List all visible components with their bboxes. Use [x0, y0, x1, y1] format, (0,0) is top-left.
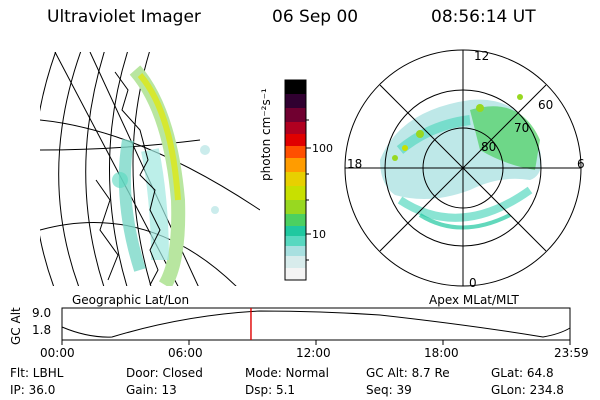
- mlt-0-label: 0: [469, 276, 477, 290]
- date-label: 06 Sep 00: [272, 7, 359, 27]
- ip-label: IP: 36.0: [10, 383, 56, 397]
- x-tick-2: 12:00: [296, 346, 331, 360]
- mlt-6-label: 6: [577, 157, 585, 171]
- x-tick-3: 18:00: [424, 346, 459, 360]
- mlt-18-label: 18: [347, 157, 363, 171]
- mlt-12-label: 12: [474, 49, 490, 63]
- glat-label: GLat: 64.8: [491, 366, 554, 380]
- altitude-ylabel: GC Alt: [9, 307, 23, 345]
- altitude-y-low: 1.8: [32, 323, 52, 337]
- geographic-map: [40, 52, 260, 286]
- apex-panel-label: Apex MLat/MLT: [429, 293, 519, 307]
- mlat-70-label: 70: [514, 121, 530, 135]
- filter-label: Flt: LBHL: [10, 366, 64, 380]
- gc-alt-label: GC Alt: 8.7 Re: [366, 366, 450, 380]
- seq-label: Seq: 39: [366, 383, 412, 397]
- colorbar: [284, 79, 311, 281]
- gain-label: Gain: 13: [126, 383, 177, 397]
- door-label: Door: Closed: [126, 366, 203, 380]
- x-tick-1: 06:00: [168, 346, 203, 360]
- instrument-title: Ultraviolet Imager: [47, 7, 201, 27]
- polar-plot: [344, 49, 582, 287]
- mode-label: Mode: Normal: [245, 366, 329, 380]
- aurora-oval: [112, 65, 219, 286]
- colorbar-tick-100: 100: [312, 142, 333, 155]
- mlat-60-label: 60: [538, 98, 554, 112]
- colorbar-tick-10: 10: [312, 228, 326, 241]
- x-tick-4: 23:59: [554, 346, 589, 360]
- dsp-label: Dsp: 5.1: [245, 383, 296, 397]
- x-tick-0: 00:00: [40, 346, 75, 360]
- glon-label: GLon: 234.8: [491, 383, 564, 397]
- geographic-panel-label: Geographic Lat/Lon: [72, 293, 190, 307]
- time-label: 08:56:14 UT: [431, 7, 536, 27]
- altitude-y-high: 9.0: [32, 306, 52, 320]
- mlat-80-label: 80: [481, 140, 497, 154]
